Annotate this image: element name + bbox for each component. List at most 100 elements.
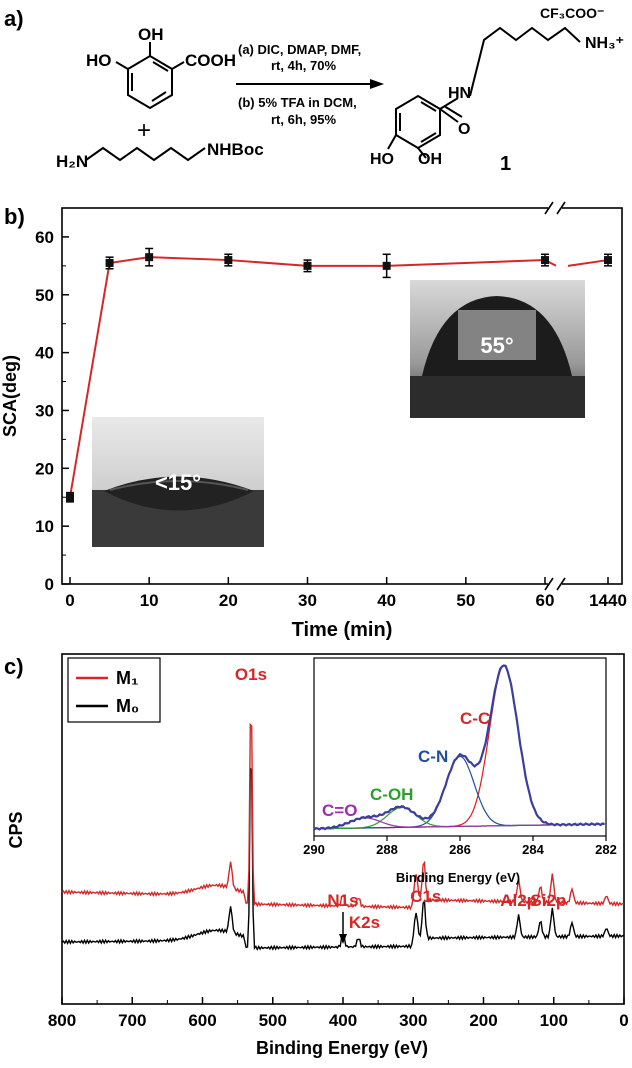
series-line-after-break	[567, 259, 609, 267]
inset-x-tick-label: 282	[595, 842, 617, 857]
droplet-photo-low: <15°	[92, 417, 264, 547]
reagent-oh-top: OH	[138, 25, 164, 44]
axis-break-gap	[548, 578, 562, 590]
x-tick-label: 300	[399, 1011, 427, 1030]
x-tick-label: 0	[619, 1011, 628, 1030]
data-point	[66, 493, 74, 502]
inset-x-tick-label: 288	[376, 842, 398, 857]
amine-nhboc: NHBoc	[207, 140, 264, 159]
amine-chain	[85, 146, 206, 162]
y-tick-label: 30	[35, 401, 54, 420]
product-nh3: NH₃⁺	[585, 35, 624, 52]
x-axis-label: Time (min)	[292, 619, 393, 641]
legend-label-m1: M₁	[116, 668, 138, 688]
contact-angle-chart: b) 0 10 20 30 40 50 60 0 10 20 30 40 50 60 1440 SCA(de…	[0, 201, 627, 641]
data-point	[303, 261, 312, 270]
inset-x-tick-label: 290	[303, 842, 325, 857]
y-tick-label: 50	[35, 286, 54, 305]
inset-envelope	[313, 664, 605, 831]
c1s-inset: 290 288 286 284 282 Binding Energy (eV) C-C …	[303, 657, 617, 885]
x-tick-label: 10	[140, 591, 159, 610]
product-hn: HN	[448, 85, 471, 102]
plus-sign: +	[137, 117, 151, 144]
product-ho: HO	[370, 151, 394, 168]
step2-line1: (b) 5% TFA in DCM,	[238, 95, 357, 110]
y-tick-label: 60	[35, 228, 54, 247]
component-label-coh: C-OH	[370, 785, 413, 804]
data-point	[541, 256, 549, 265]
series-line	[69, 256, 557, 498]
y-tick-label: 0	[45, 575, 54, 594]
y-tick-label: 40	[35, 344, 54, 363]
axis-break-mark	[556, 201, 566, 215]
step2-line2: rt, 6h, 95%	[271, 112, 336, 127]
x-tick-label: 50	[456, 591, 475, 610]
x-tick-label: 500	[259, 1011, 287, 1030]
panel-b-label: b)	[4, 204, 25, 229]
x-tick-label: 1440	[589, 591, 627, 610]
x-tick-label: 0	[65, 591, 74, 610]
reaction-arrowhead	[370, 79, 384, 89]
peak-label-o1s: O1s	[235, 665, 267, 684]
droplet-angle-label-low: <15°	[155, 470, 201, 495]
x-tick-label: 200	[469, 1011, 497, 1030]
plot-frame	[61, 207, 623, 585]
legend-label-m0: M₀	[116, 696, 139, 716]
x-tick-label: 20	[219, 591, 238, 610]
peak-label-al2p: Al2p	[500, 891, 537, 910]
compound-number: 1	[500, 153, 511, 175]
x-tick-label: 700	[118, 1011, 146, 1030]
panel-a-label: a)	[4, 6, 24, 31]
x-tick-label: 800	[48, 1011, 76, 1030]
inset-x-tick-label: 286	[449, 842, 471, 857]
data-point	[382, 261, 391, 270]
x-tick-label: 40	[377, 591, 396, 610]
reagent-cooh: COOH	[185, 51, 236, 70]
peak-label-si2p: Si2p	[530, 891, 566, 910]
peak-label-n1s: N1s	[327, 891, 358, 910]
series-m1	[61, 722, 625, 911]
droplet-angle-label-high: 55°	[480, 333, 513, 358]
component-label-cc: C-C	[460, 709, 490, 728]
x-tick-label: 600	[188, 1011, 216, 1030]
inset-x-tick-label: 284	[522, 842, 544, 857]
peak-label-c1s: C1s	[410, 887, 441, 906]
step1-line1: (a) DIC, DMAP, DMF,	[238, 42, 361, 57]
x-tick-label: 400	[329, 1011, 357, 1030]
data-point	[224, 256, 233, 265]
y-axis-label: CPS	[6, 811, 26, 848]
data-point	[105, 258, 114, 267]
y-tick-label: 10	[35, 517, 54, 536]
axis-break-gap	[548, 202, 562, 214]
xps-survey-chart: c) CPS Binding Energy (eV) 800 700 600 500 4…	[4, 653, 629, 1058]
axis-break-mark	[544, 577, 554, 591]
legend: M₁ M₀	[67, 657, 161, 723]
peak-label-k2s: K2s	[349, 913, 380, 932]
reaction-scheme: a) OH HO COOH + H₂N NHBoc (a) DIC, DMAP,…	[4, 5, 624, 175]
product-ring	[387, 94, 463, 159]
y-axis-label: SCA(deg)	[0, 355, 20, 437]
droplet-photo-high: 55°	[410, 280, 585, 418]
component-label-cn: C-N	[418, 747, 448, 766]
product-o: O	[458, 121, 470, 138]
amine-h2n: H₂N	[56, 152, 88, 171]
product-counterion: CF₃COO⁻	[540, 5, 604, 21]
y-tick-label: 20	[35, 459, 54, 478]
x-tick-label: 30	[298, 591, 317, 610]
x-axis-label: Binding Energy (eV)	[256, 1038, 428, 1058]
x-tick-label: 100	[540, 1011, 568, 1030]
n1s-arrowhead	[339, 934, 347, 944]
data-point	[145, 253, 154, 262]
axis-break-mark	[556, 577, 566, 591]
product-oh: OH	[418, 151, 442, 168]
reagent-ho: HO	[86, 51, 112, 70]
panel-c-label: c)	[4, 654, 24, 679]
step1-line2: rt, 4h, 70%	[271, 58, 336, 73]
data-point	[604, 256, 612, 265]
catechol-ring	[115, 42, 185, 110]
inset-x-axis-label: Binding Energy (eV)	[396, 870, 520, 885]
x-tick-label: 60	[536, 591, 555, 610]
axis-break-mark	[544, 201, 554, 215]
product-chain	[469, 26, 581, 97]
